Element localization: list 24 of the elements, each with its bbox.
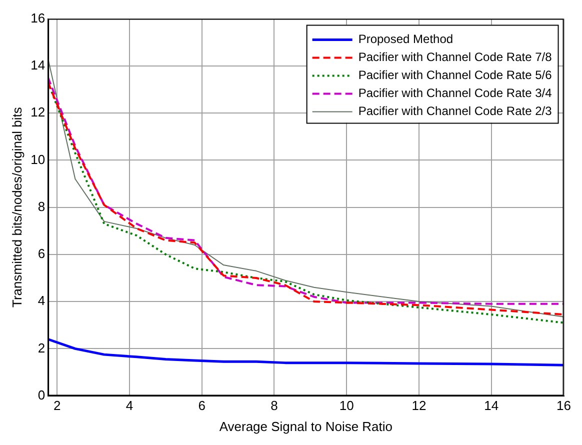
- legend-label: Pacifier with Channel Code Rate 5/6: [358, 68, 552, 82]
- x-tick-label: 16: [556, 398, 572, 414]
- y-tick-label: 10: [30, 152, 46, 167]
- y-tick-label: 4: [38, 293, 46, 308]
- x-tick-label: 12: [412, 398, 426, 414]
- legend-label: Proposed Method: [358, 32, 454, 46]
- x-tick-label: 10: [339, 398, 354, 414]
- y-tick-label: 0: [38, 387, 46, 402]
- x-tick-label: 4: [126, 398, 134, 414]
- y-tick-label: 2: [38, 340, 46, 356]
- y-tick-label: 14: [30, 58, 46, 73]
- x-tick-label: 8: [270, 398, 278, 414]
- x-tick-label: 2: [53, 398, 61, 414]
- legend-label: Pacifier with Channel Code Rate 3/4: [358, 86, 552, 100]
- x-axis-title: Average Signal to Noise Ratio: [219, 418, 393, 434]
- x-tick-label: 6: [198, 398, 206, 414]
- x-tick-label: 14: [484, 398, 499, 414]
- legend-label: Pacifier with Channel Code Rate 2/3: [358, 104, 552, 118]
- y-axis-title: Transmitted bits/nodes/original bits: [9, 106, 24, 308]
- y-tick-label: 16: [30, 10, 46, 26]
- y-tick-label: 6: [38, 246, 46, 262]
- y-tick-label: 12: [30, 104, 46, 120]
- y-tick-label: 8: [38, 198, 46, 214]
- legend-label: Pacifier with Channel Code Rate 7/8: [358, 50, 552, 64]
